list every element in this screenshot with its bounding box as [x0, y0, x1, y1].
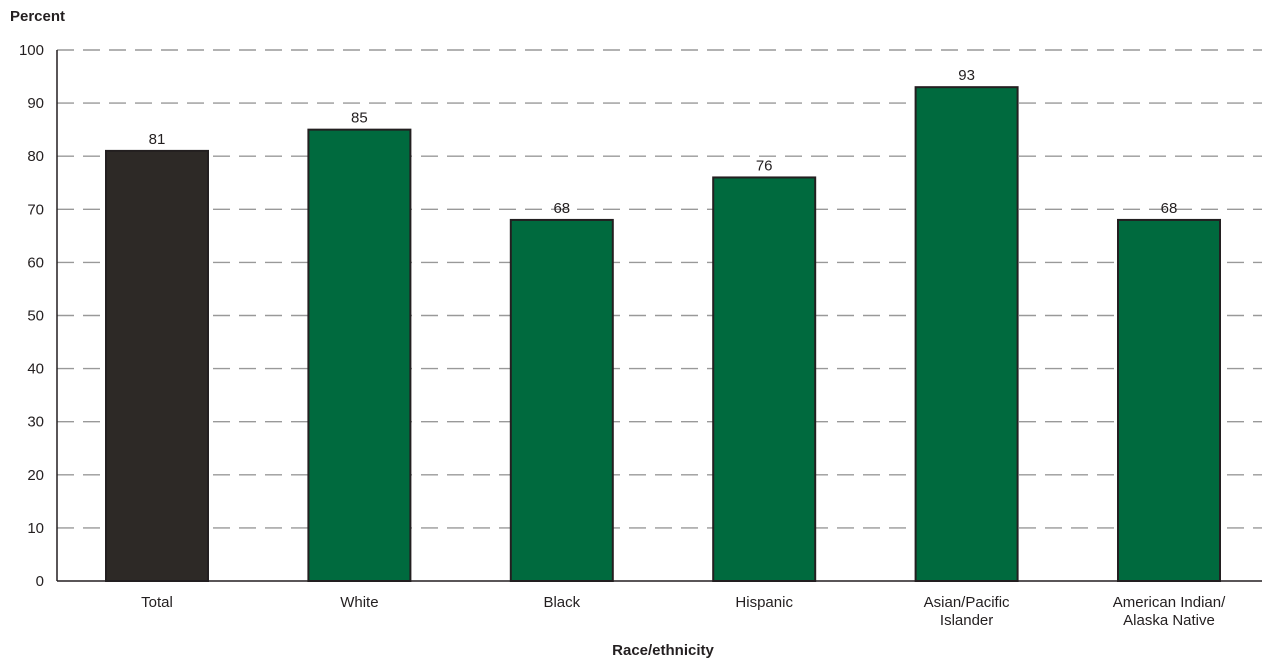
category-labels: Total White Black Hispanic Asian/PacificIsla… [141, 594, 1226, 629]
y-tick-label: 50 [27, 308, 44, 325]
gridlines [57, 49, 1262, 529]
x-tick-label: Alaska Native [1123, 612, 1215, 629]
data-label: 81 [149, 131, 166, 148]
y-tick-label: 0 [36, 573, 44, 590]
y-tick-label: 10 [27, 520, 44, 537]
x-tick-label: Black [543, 594, 580, 611]
x-axis-label: Race/ethnicity [612, 642, 714, 659]
y-axis-ticks: 0 10 20 30 40 50 60 70 80 90 100 [19, 42, 44, 590]
y-tick-label: 40 [27, 361, 44, 378]
data-label: 76 [756, 157, 773, 174]
y-tick-label: 90 [27, 95, 44, 112]
bar [712, 176, 817, 582]
data-label: 85 [351, 110, 368, 127]
y-tick-label: 20 [27, 467, 44, 484]
y-tick-label: 60 [27, 254, 44, 271]
y-tick-label: 70 [27, 201, 44, 218]
x-tick-label: American Indian/ [1113, 594, 1226, 611]
bar [509, 218, 614, 582]
x-tick-label: White [340, 594, 378, 611]
x-tick-label: Hispanic [735, 594, 793, 611]
data-label: 68 [1161, 200, 1178, 217]
bars [105, 86, 1221, 582]
data-label: 68 [553, 200, 570, 217]
data-labels: 81 85 68 76 93 68 [149, 67, 1178, 217]
data-label: 93 [958, 67, 975, 84]
y-tick-label: 100 [19, 42, 44, 59]
y-tick-label: 80 [27, 148, 44, 165]
bar [914, 86, 1019, 582]
x-tick-label: Total [141, 594, 173, 611]
bar [105, 149, 209, 582]
x-tick-label: Islander [940, 612, 993, 629]
y-tick-label: 30 [27, 414, 44, 431]
bar [307, 128, 412, 582]
y-axis-label: Percent [10, 8, 65, 25]
bar [1117, 218, 1221, 582]
x-tick-label: Asian/Pacific [924, 594, 1010, 611]
